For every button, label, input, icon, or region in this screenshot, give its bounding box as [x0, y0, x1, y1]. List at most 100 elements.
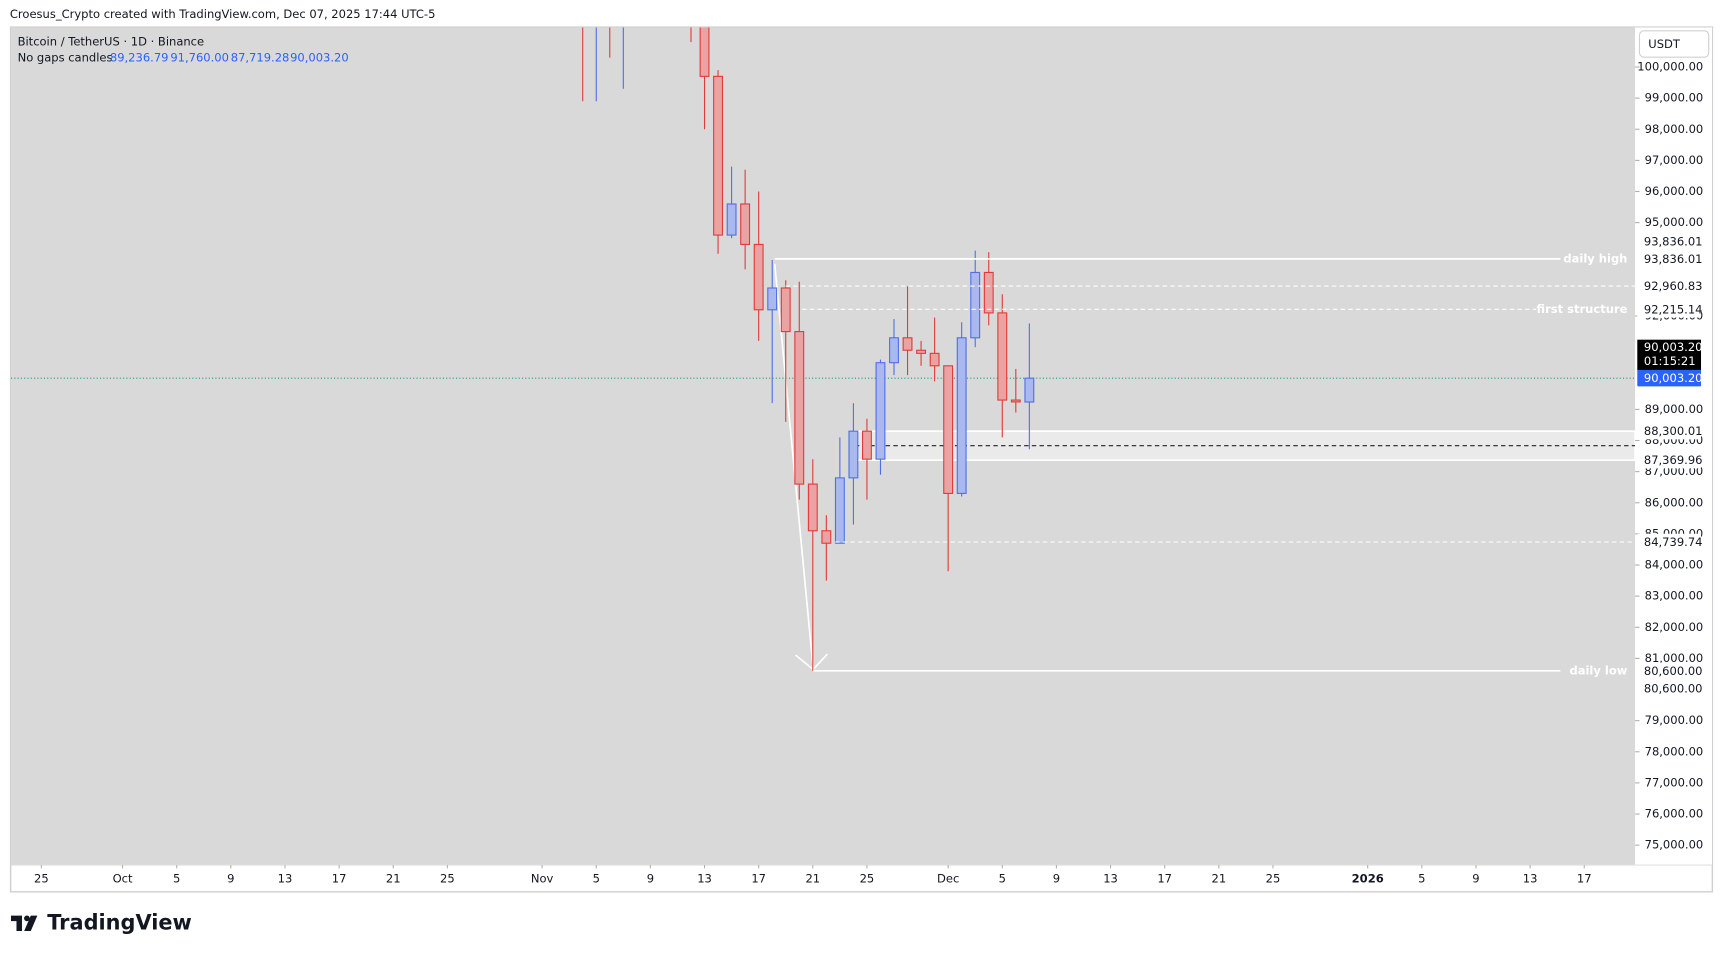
candle-body — [983, 271, 994, 314]
y-tick-label: 78,000.00 — [1645, 744, 1704, 758]
y-tick-label: 97,000.00 — [1645, 153, 1704, 167]
y-tick-label: 79,000.00 — [1645, 713, 1704, 727]
x-tick-label: 5 — [593, 871, 600, 885]
plot-background — [10, 27, 1636, 866]
level-text: daily high — [1563, 251, 1627, 265]
level-price-label: 92,215.14 — [1644, 302, 1703, 316]
candle-body — [794, 331, 805, 485]
zone-price-label-box — [1637, 451, 1702, 469]
candle-body — [726, 203, 737, 236]
ohlc-value: 89,236.79 — [110, 51, 169, 65]
candle-body — [699, 27, 710, 77]
level-price-label: 92,960.83 — [1644, 279, 1703, 293]
y-tick-label: 83,000.00 — [1645, 589, 1704, 603]
candle-body — [1010, 399, 1021, 403]
chart-title: Bitcoin / TetherUS · 1D · Binance — [18, 34, 205, 48]
x-tick-label: 25 — [34, 871, 49, 885]
level-price-label-box — [1637, 277, 1702, 295]
candle-body — [970, 271, 981, 339]
x-tick-label: Dec — [937, 871, 959, 885]
header: Croesus_Crypto created with TradingView.… — [10, 7, 436, 21]
ohlc-value: 91,760.00 — [170, 51, 229, 65]
currency-label[interactable]: USDT — [1648, 37, 1681, 51]
candle-body — [956, 337, 967, 494]
y-tick-label: 81,000.00 — [1645, 651, 1704, 665]
x-tick-label: 9 — [227, 871, 234, 885]
chart-subtitle: No gaps candles — [18, 51, 113, 65]
x-tick-label: 9 — [1053, 871, 1060, 885]
level-price-label-box — [1637, 301, 1702, 318]
zone-price-label: 87,369.96 — [1644, 453, 1703, 467]
ohlc-value: 90,003.20 — [290, 51, 349, 65]
x-tick-label: 17 — [1157, 871, 1172, 885]
level-price-label-box — [1637, 233, 1702, 250]
y-tick-label: 95,000.00 — [1645, 215, 1704, 229]
price-axis — [1635, 27, 1713, 866]
x-tick-label: 5 — [999, 871, 1006, 885]
x-tick-label: 17 — [332, 871, 347, 885]
candle-body — [997, 312, 1008, 401]
x-tick-label: 21 — [1212, 871, 1227, 885]
candle-body — [929, 352, 940, 367]
x-tick-label: 17 — [1577, 871, 1592, 885]
candle-body — [740, 203, 751, 245]
currency-button[interactable] — [1638, 30, 1710, 58]
candle-body — [943, 365, 954, 494]
y-tick-label: 84,000.00 — [1645, 558, 1704, 572]
x-tick-label: 9 — [1472, 871, 1479, 885]
x-tick-label: 2026 — [1352, 871, 1384, 885]
logo — [10, 915, 38, 932]
candle-body — [848, 430, 859, 479]
x-tick-label: 21 — [805, 871, 820, 885]
candle-body — [713, 75, 724, 236]
candle-body — [889, 337, 899, 364]
brand: TradingView — [47, 910, 192, 934]
x-tick-label: 25 — [1266, 871, 1281, 885]
candle-body — [780, 287, 791, 333]
y-tick-label: 82,000.00 — [1645, 620, 1704, 634]
zone-price-label-box — [1637, 422, 1702, 440]
candle-body — [807, 483, 818, 532]
candle-body — [1024, 377, 1035, 403]
x-tick-label: 21 — [386, 871, 401, 885]
x-tick-label: Nov — [531, 871, 554, 885]
ohlc-value: 87,719.28 — [231, 51, 290, 65]
y-tick-label: 100,000.00 — [1637, 60, 1703, 74]
candle-body — [834, 477, 845, 544]
level-price-label: 84,739.74 — [1644, 535, 1703, 549]
x-tick-label: 13 — [1523, 871, 1538, 885]
x-tick-label: 25 — [860, 871, 875, 885]
last-price-countdown-box — [1637, 339, 1702, 371]
level-price-label-box — [1637, 250, 1702, 268]
zone-price-label: 88,300.01 — [1644, 424, 1703, 438]
level-price-label: 93,836.01 — [1644, 252, 1703, 266]
x-tick-label: 9 — [647, 871, 654, 885]
x-tick-label: 5 — [1418, 871, 1425, 885]
level-text: first structure — [1537, 302, 1628, 316]
last-price-label-box — [1637, 369, 1702, 387]
x-tick-label: 5 — [173, 871, 180, 885]
y-tick-label: 76,000.00 — [1645, 807, 1704, 821]
level-price-label-box — [1637, 662, 1702, 680]
x-tick-label: 25 — [440, 871, 455, 885]
candle-body — [902, 337, 913, 351]
y-tick-label: 99,000.00 — [1645, 91, 1704, 105]
level-price-label-box — [1637, 533, 1702, 551]
y-tick-label: 89,000.00 — [1645, 402, 1704, 416]
y-tick-label: 77,000.00 — [1645, 775, 1704, 789]
candle-body — [861, 430, 872, 460]
countdown: 01:15:21 — [1644, 354, 1696, 368]
level-price-label-box — [1637, 680, 1702, 697]
y-tick-label: 98,000.00 — [1645, 122, 1704, 136]
level-price-label: 93,836.01 — [1644, 234, 1703, 248]
candle-body — [916, 349, 927, 354]
candle-body — [753, 243, 764, 311]
x-tick-label: Oct — [113, 871, 133, 885]
plot — [10, 27, 1636, 672]
y-tick-label: 96,000.00 — [1645, 184, 1704, 198]
x-tick-label: 17 — [751, 871, 766, 885]
candle-body — [767, 287, 778, 311]
last-price-label: 90,003.20 — [1644, 340, 1703, 354]
level-price-label: 80,600.00 — [1644, 681, 1703, 695]
